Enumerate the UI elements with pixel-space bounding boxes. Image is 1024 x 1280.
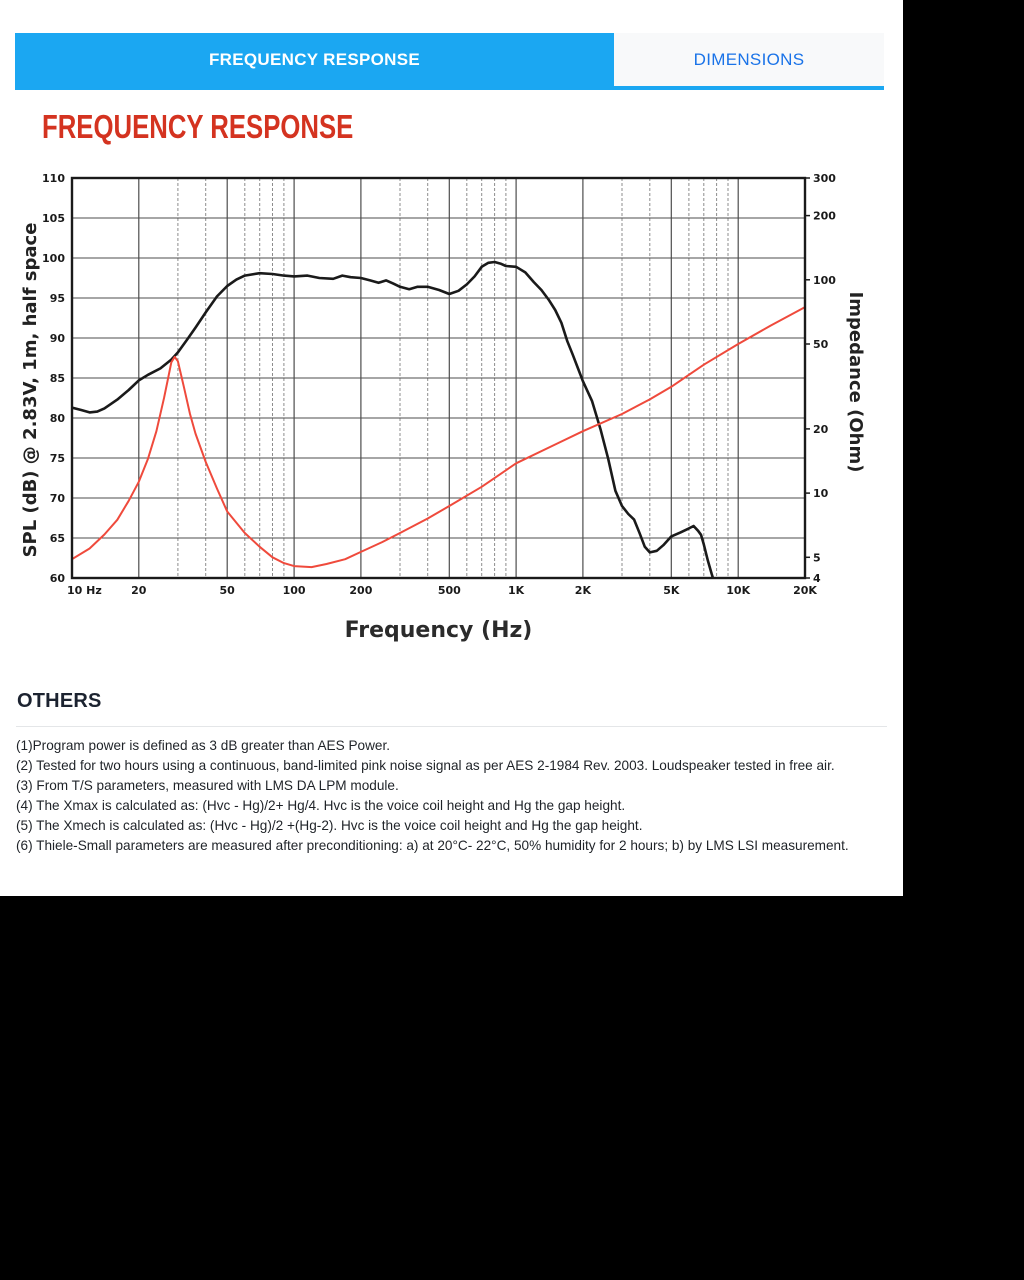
x-tick-label: 200 <box>349 584 372 597</box>
y-right-axis-title: Impedance (Ohm) <box>845 292 866 473</box>
x-tick-label: 1K <box>508 584 525 597</box>
x-tick-label: 5K <box>663 584 680 597</box>
section-title: FREQUENCY RESPONSE <box>42 108 354 145</box>
y-right-tick-label: 200 <box>813 210 836 223</box>
tab-dimensions-label: DIMENSIONS <box>693 49 805 69</box>
y-left-tick-label: 100 <box>42 252 65 265</box>
others-title: OTHERS <box>17 690 102 712</box>
x-tick-label: 20K <box>793 584 817 597</box>
x-tick-label: 50 <box>220 584 236 597</box>
footnote: (6) Thiele-Small parameters are measured… <box>16 838 849 853</box>
x-axis-title: Frequency (Hz) <box>345 618 533 643</box>
y-right-tick-label: 10 <box>813 487 829 500</box>
x-tick-label: 10 Hz <box>67 584 102 597</box>
y-left-tick-label: 60 <box>50 572 66 585</box>
y-left-tick-label: 95 <box>50 292 65 305</box>
x-tick-label: 500 <box>438 584 461 597</box>
frequency-response-chart: 110 105 100 95 90 85 80 75 70 65 60 300 200 100 50 20 10… <box>0 160 903 660</box>
y-right-tick-label: 5 <box>813 551 821 564</box>
x-tick-label: 100 <box>283 584 306 597</box>
x-tick-label: 2K <box>575 584 592 597</box>
y-right-tick-label: 20 <box>813 423 829 436</box>
y-left-tick-label: 80 <box>50 412 66 425</box>
others-divider <box>16 726 887 727</box>
y-left-tick-label: 65 <box>50 532 65 545</box>
footnote: (3) From T/S parameters, measured with L… <box>16 778 399 793</box>
y-left-tick-label: 105 <box>42 212 65 225</box>
tab-frequency-response[interactable]: FREQUENCY RESPONSE <box>15 33 614 86</box>
x-tick-label: 10K <box>726 584 750 597</box>
y-right-tick-label: 50 <box>813 338 829 351</box>
y-right-tick-label: 300 <box>813 172 836 185</box>
footnote: (4) The Xmax is calculated as: (Hvc - Hg… <box>16 798 626 813</box>
y-right-tick-label: 4 <box>813 572 821 585</box>
y-left-axis-title: SPL (dB) @ 2.83V, 1m, half space <box>20 223 41 558</box>
y-left-tick-label: 110 <box>42 172 65 185</box>
y-left-tick-label: 90 <box>50 332 66 345</box>
footnotes-list: (1)Program power is defined as 3 dB grea… <box>16 736 896 856</box>
chart-canvas: 1101051009590858075706560300200100502010… <box>20 172 866 643</box>
impedance-curve <box>72 306 805 569</box>
page-content: FREQUENCY RESPONSE DIMENSIONS FREQUENCY … <box>0 0 903 896</box>
spl-curve <box>72 260 715 578</box>
y-left-tick-label: 85 <box>50 372 65 385</box>
footnote: (5) The Xmech is calculated as: (Hvc - H… <box>16 818 643 833</box>
y-right-tick-label: 100 <box>813 274 836 287</box>
footnote: (2) Tested for two hours using a continu… <box>16 758 835 773</box>
tab-frequency-response-label: FREQUENCY RESPONSE <box>208 49 421 69</box>
y-left-tick-label: 75 <box>50 452 65 465</box>
tab-bar: FREQUENCY RESPONSE DIMENSIONS <box>15 33 884 90</box>
tab-dimensions[interactable]: DIMENSIONS <box>614 33 884 86</box>
plot-frame <box>70 176 807 580</box>
y-left-tick-label: 70 <box>50 492 66 505</box>
x-tick-label: 20 <box>131 584 147 597</box>
footnote: (1)Program power is defined as 3 dB grea… <box>16 738 391 753</box>
